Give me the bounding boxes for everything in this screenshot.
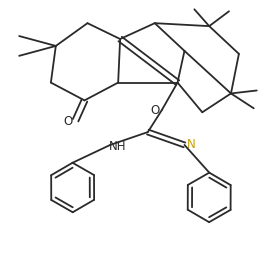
Text: O: O xyxy=(63,115,72,128)
Text: N: N xyxy=(187,138,196,152)
Text: O: O xyxy=(150,104,159,117)
Text: NH: NH xyxy=(108,140,126,153)
